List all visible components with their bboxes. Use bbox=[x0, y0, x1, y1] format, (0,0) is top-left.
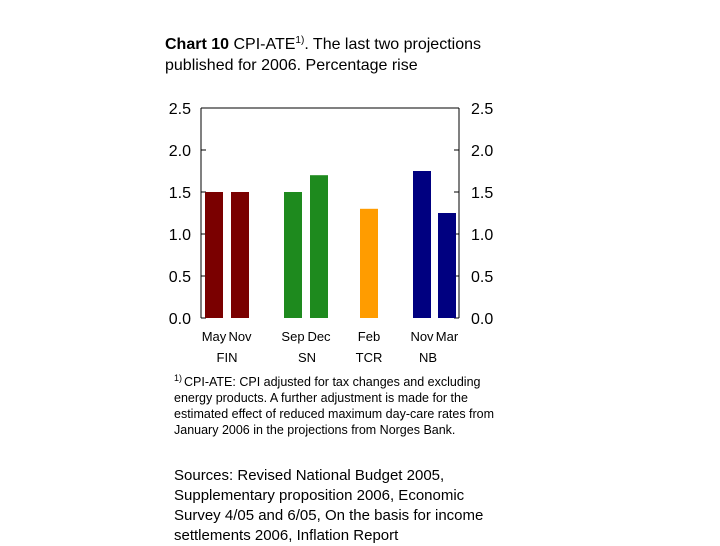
chart-title-text-b: . The last two projections published for… bbox=[165, 36, 481, 74]
bar bbox=[205, 192, 223, 318]
bar bbox=[360, 208, 378, 318]
y-tick-label-right: 2.5 bbox=[471, 101, 493, 118]
x-tick-label: Nov bbox=[410, 329, 434, 344]
x-tick-label: Feb bbox=[358, 329, 380, 344]
y-tick-label-right: 2.0 bbox=[471, 143, 493, 160]
x-group-label: SN bbox=[298, 350, 316, 365]
x-tick-label: Dec bbox=[307, 329, 331, 344]
y-tick-label-right: 0.0 bbox=[471, 311, 493, 328]
bar bbox=[438, 213, 456, 318]
y-tick-label-right: 1.5 bbox=[471, 185, 493, 202]
x-group-label: TCR bbox=[356, 350, 383, 365]
y-tick-label-left: 0.0 bbox=[169, 311, 191, 328]
footnote: 1) CPI-ATE: CPI adjusted for tax changes … bbox=[174, 374, 504, 438]
x-tick-label: Sep bbox=[281, 329, 304, 344]
chart-title-footnote-marker: 1) bbox=[295, 35, 305, 46]
x-group-label: FIN bbox=[217, 350, 238, 365]
sources-note: Sources: Revised National Budget 2005, S… bbox=[174, 467, 484, 544]
y-tick-label-left: 1.0 bbox=[169, 227, 191, 244]
y-tick-label-left: 2.5 bbox=[169, 101, 191, 118]
footnote-marker: 1) bbox=[174, 373, 183, 383]
y-tick-label-left: 2.0 bbox=[169, 143, 191, 160]
x-tick-label: Mar bbox=[436, 329, 459, 344]
footnote-text: CPI-ATE: CPI adjusted for tax changes an… bbox=[174, 375, 495, 437]
chart-title: Chart 10 CPI-ATE1). The last two project… bbox=[165, 34, 495, 76]
x-tick-label: Nov bbox=[228, 329, 252, 344]
y-tick-label-left: 1.5 bbox=[169, 185, 191, 202]
chart-title-text-a: CPI-ATE bbox=[229, 36, 296, 53]
y-tick-label-right: 0.5 bbox=[471, 269, 493, 286]
bar bbox=[413, 171, 431, 318]
x-tick-label: May bbox=[202, 329, 227, 344]
y-tick-label-right: 1.0 bbox=[471, 227, 493, 244]
y-tick-label-left: 0.5 bbox=[169, 269, 191, 286]
x-group-label: NB bbox=[419, 350, 437, 365]
chart-title-number: Chart 10 bbox=[165, 36, 230, 53]
bar bbox=[310, 175, 328, 318]
bar bbox=[231, 192, 249, 318]
bar bbox=[284, 192, 302, 318]
